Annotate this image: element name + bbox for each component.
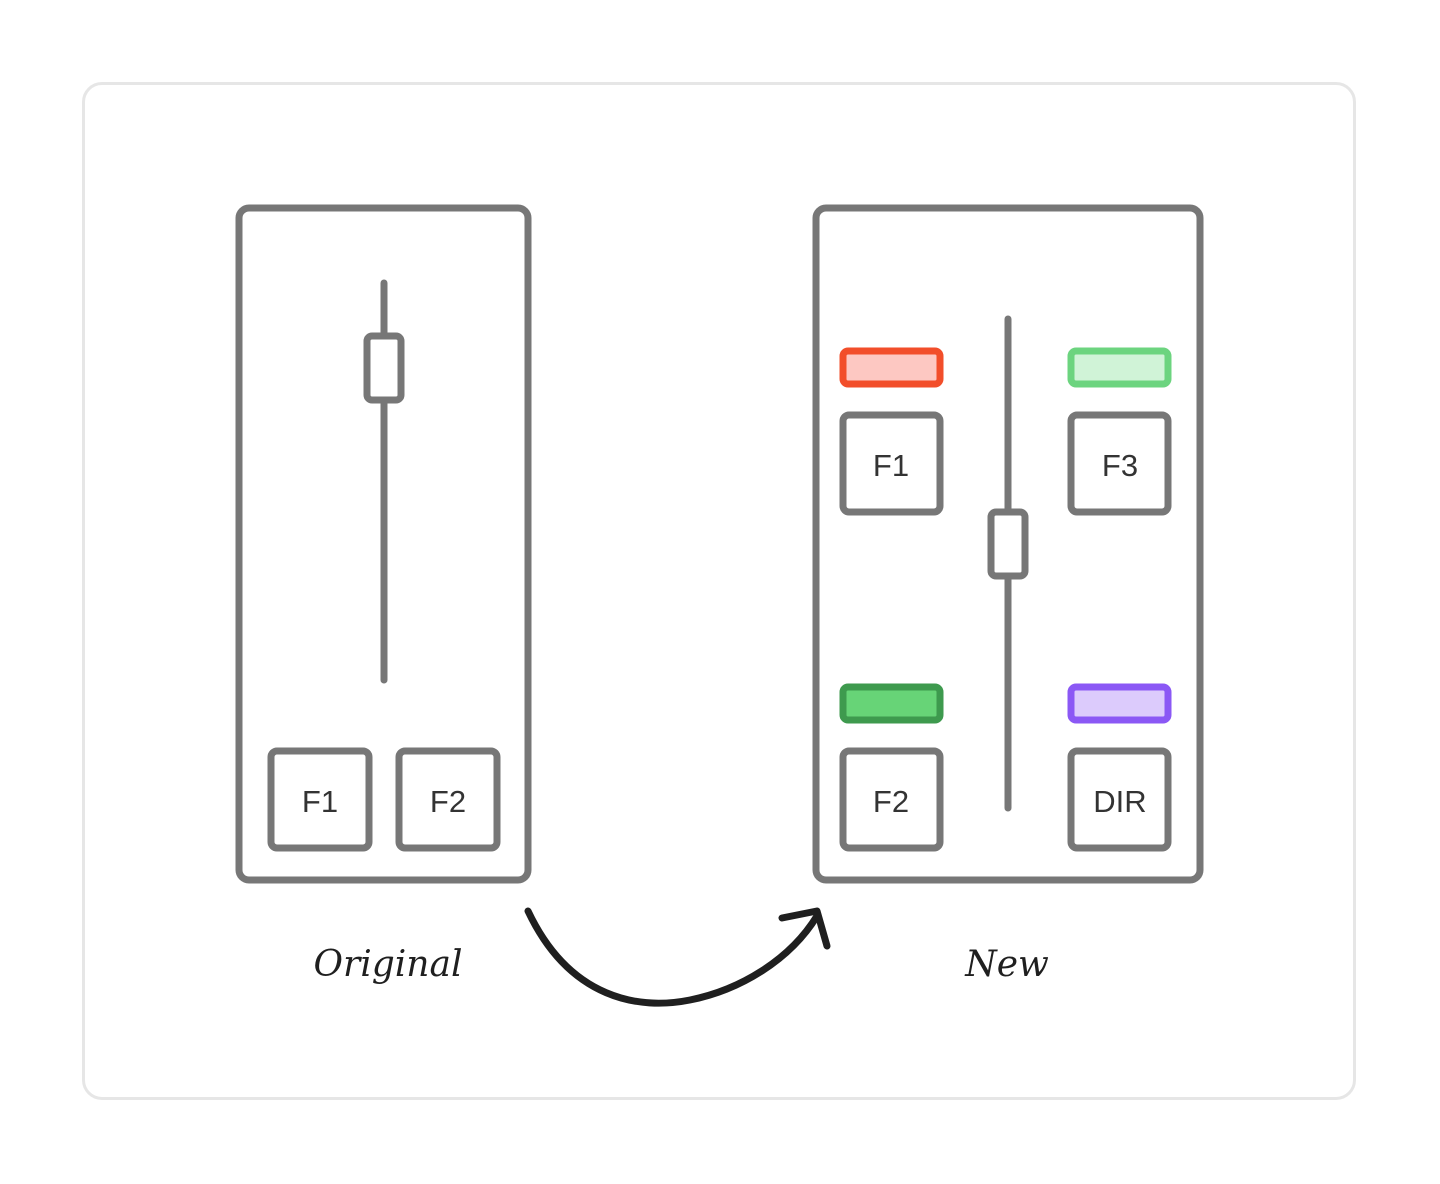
- f3-indicator-light-green: [1067, 347, 1172, 388]
- f2-indicator-green: [839, 683, 944, 724]
- original-device: F1 F2: [235, 204, 532, 884]
- original-key-f2-body: [395, 747, 501, 852]
- new-key-f1[interactable]: F1: [839, 411, 944, 516]
- new-caption: New: [964, 944, 1049, 985]
- new-device: F1 F3 F2 DIR: [812, 204, 1204, 884]
- new-key-f3[interactable]: F3: [1067, 411, 1172, 516]
- new-key-f2[interactable]: F2: [839, 747, 944, 852]
- original-key-f1[interactable]: F1: [267, 747, 373, 852]
- new-key-dir[interactable]: DIR: [1067, 747, 1172, 852]
- original-caption: Original: [314, 944, 463, 985]
- original-key-f2-label: F2: [430, 784, 466, 819]
- original-key-f2[interactable]: F2: [395, 747, 501, 852]
- f1-indicator-red: [839, 347, 944, 388]
- new-key-f3-body: [1067, 411, 1172, 516]
- new-key-f3-label: F3: [1102, 448, 1138, 483]
- arrow-curve: [524, 907, 821, 1007]
- new-key-f1-label: F1: [873, 448, 909, 483]
- new-key-f1-body: [839, 411, 944, 516]
- arrow-head: [778, 907, 831, 950]
- new-key-f2-label: F2: [873, 784, 909, 819]
- transition-arrow: [524, 907, 831, 1007]
- new-key-f2-body: [839, 747, 944, 852]
- new-key-dir-body: [1067, 747, 1172, 852]
- original-key-f1-body: [267, 747, 373, 852]
- new-key-dir-label: DIR: [1093, 784, 1146, 819]
- original-key-f1-label: F1: [302, 784, 338, 819]
- original-fader-handle[interactable]: [363, 332, 405, 404]
- new-fader-handle[interactable]: [987, 508, 1029, 580]
- dir-indicator-purple: [1067, 683, 1172, 724]
